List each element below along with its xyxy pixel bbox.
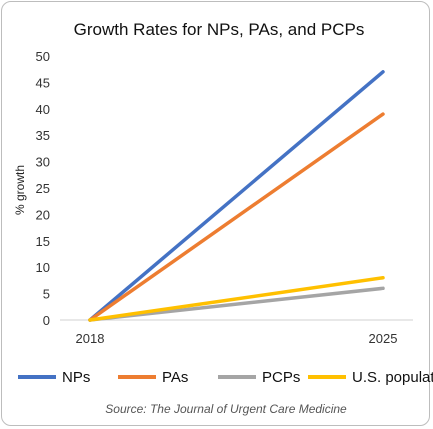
x-tick-label: 2025	[369, 331, 398, 346]
y-tick-label: 25	[36, 181, 50, 196]
legend-label: PCPs	[262, 369, 300, 386]
legend-label: U.S. population	[352, 369, 433, 386]
series-line-3	[88, 276, 385, 322]
y-axis-label: % growth	[13, 165, 27, 215]
y-tick-label: 50	[36, 49, 50, 64]
x-axis: 2018 2025	[60, 319, 413, 346]
y-tick-label: 0	[43, 313, 50, 328]
y-tick-label: 15	[36, 234, 50, 249]
y-tick-label: 10	[36, 260, 50, 275]
y-tick-label: 35	[36, 128, 50, 143]
legend-label: PAs	[162, 369, 188, 386]
y-axis-ticks: 0 5 10 15 20 25 30 35 40 45 50	[36, 49, 50, 328]
y-tick-label: 30	[36, 155, 50, 170]
source-note: Source: The Journal of Urgent Care Medic…	[105, 402, 347, 416]
legend: NPs PAs PCPs U.S. population	[18, 369, 433, 386]
y-tick-label: 40	[36, 102, 50, 117]
x-tick-label: 2018	[76, 331, 105, 346]
legend-label: NPs	[62, 369, 90, 386]
y-tick-label: 5	[43, 287, 50, 302]
series-line-1	[88, 112, 385, 322]
series-lines	[88, 70, 385, 322]
series-line-0	[88, 70, 385, 322]
y-tick-label: 20	[36, 207, 50, 222]
chart-title: Growth Rates for NPs, PAs, and PCPs	[74, 20, 365, 39]
y-tick-label: 45	[36, 75, 50, 90]
